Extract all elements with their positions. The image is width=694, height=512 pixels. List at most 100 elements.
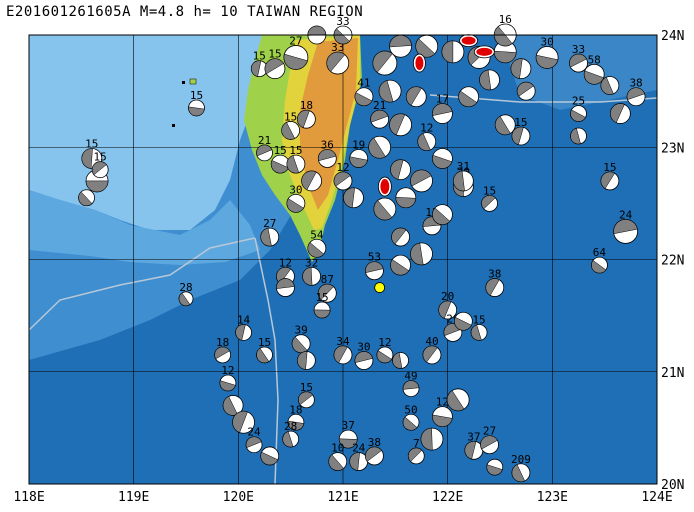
focal-mechanism: [494, 114, 516, 136]
event-depth-label: 37: [467, 430, 480, 443]
focal-mechanism-quadrant: [390, 259, 410, 276]
focal-mechanism-quadrant: [570, 127, 581, 145]
event-depth-label: 18: [300, 99, 313, 112]
event-depth-label: 14: [237, 313, 251, 326]
focal-mechanism: 27: [260, 217, 280, 247]
focal-mechanism-quadrant: [410, 169, 432, 187]
focal-mechanism: 39: [291, 324, 311, 354]
focal-mechanism-quadrant: [600, 171, 616, 189]
focal-mechanism: 41: [354, 77, 374, 107]
focal-mechanism-quadrant: [613, 219, 638, 235]
focal-mechanism-quadrant: [188, 106, 205, 117]
event-depth-label: 30: [289, 183, 302, 196]
event-depth-label: 24: [247, 426, 261, 439]
focal-mechanism: [373, 197, 397, 221]
event-depth-label: 40: [425, 335, 438, 348]
focal-mechanism-quadrant: [410, 242, 424, 266]
lon-tick-label: 122E: [432, 490, 463, 505]
focal-mechanism: [405, 86, 427, 108]
focal-mechanism: [609, 103, 631, 124]
focal-mechanism-quadrant: [391, 227, 407, 245]
focal-mechanism: 15: [511, 116, 531, 146]
focal-mechanism-quadrant: [406, 86, 422, 106]
lon-tick-label: 119E: [118, 490, 149, 505]
focal-mechanism-quadrant: [378, 80, 394, 103]
focal-mechanism-quadrant: [626, 87, 645, 100]
focal-mechanism-quadrant: [432, 207, 451, 225]
focal-mechanism-quadrant: [446, 390, 465, 412]
focal-mechanism: 38: [485, 268, 505, 297]
focal-mechanism: 38: [364, 436, 384, 466]
focal-mechanism-quadrant: [178, 292, 191, 307]
focal-mechanism-quadrant: [535, 54, 559, 69]
map-frame: [28, 34, 658, 485]
focal-mechanism: 25: [570, 95, 587, 122]
focal-mechanism-quadrant: [318, 283, 334, 301]
shelf-strait: [29, 190, 260, 265]
focal-mechanism-quadrant: [591, 260, 607, 274]
focal-mechanism-quadrant: [326, 51, 346, 72]
focal-mechanism: [415, 34, 439, 58]
current-event-marker: [374, 282, 386, 293]
focal-mechanism: 12: [333, 161, 353, 191]
event-depth-label: 19: [352, 138, 365, 151]
focal-mechanism-quadrant: [260, 451, 279, 466]
focal-mechanism: 32: [302, 256, 322, 286]
focal-mechanism: [410, 242, 433, 266]
focal-mechanism-quadrant: [349, 452, 360, 471]
focal-mechanism: [600, 76, 620, 95]
event-depth-label: 38: [629, 77, 642, 90]
focal-mechanism-quadrant: [81, 148, 93, 169]
focal-mechanism: 15: [270, 144, 290, 174]
focal-mechanism-quadrant: [481, 195, 496, 210]
focal-mechanism: 18: [214, 336, 232, 364]
event-depth-label: 27: [263, 217, 276, 230]
boundary-line-west: [29, 237, 256, 331]
focal-mechanism: [389, 113, 412, 137]
focal-mechanism-quadrant: [458, 90, 478, 107]
focal-mechanism-quadrant: [570, 109, 586, 122]
focal-mechanism: 50: [402, 403, 420, 431]
focal-mechanism-quadrant: [235, 324, 246, 341]
focal-mechanism-quadrant: [313, 309, 331, 319]
focal-mechanism-quadrant: [232, 411, 248, 433]
penghu-island-3: [172, 124, 175, 127]
event-depth-label: 15: [315, 291, 328, 304]
focal-mechanism: [392, 352, 409, 369]
event-depth-label: 64: [593, 246, 607, 259]
lon-tick-label: 121E: [327, 490, 358, 505]
focal-mechanism-quadrant: [479, 69, 492, 91]
focal-mechanism: 28: [178, 281, 194, 307]
lon-tick-label: 118E: [13, 490, 44, 505]
focal-mechanism-quadrant: [395, 196, 417, 208]
event-depth-label: 28: [284, 420, 297, 433]
focal-mechanism: [390, 254, 411, 276]
focal-mechanism: 37: [338, 419, 358, 449]
event-depth-label: 209: [511, 453, 531, 466]
event-depth-label: 15: [514, 116, 527, 129]
focal-mechanism-quadrant: [420, 427, 433, 451]
focal-mechanism-quadrant: [422, 345, 438, 363]
event-depth-label: 15: [289, 144, 302, 157]
focal-mechanism: 12: [432, 396, 453, 428]
focal-mechanism-quadrant: [486, 464, 503, 476]
focal-mechanism: 15: [250, 50, 268, 78]
event-depth-label: 34: [336, 335, 350, 348]
event-depth-label: 36: [321, 138, 334, 151]
focal-mechanism: 14: [235, 313, 252, 341]
event-depth-label: 49: [404, 370, 417, 383]
event-depth-label: 12: [279, 256, 292, 269]
event-depth-label: 12: [336, 161, 349, 174]
event-depth-label: 30: [357, 341, 370, 354]
focal-mechanism: 49: [402, 370, 420, 397]
focal-mechanism-quadrant: [373, 200, 393, 221]
focal-mechanism-quadrant: [494, 50, 517, 64]
focal-mechanism: 15: [281, 110, 301, 140]
focal-mechanism-quadrant: [610, 103, 625, 124]
focal-mechanism-quadrant: [365, 446, 382, 462]
focal-mechanism: 40: [422, 335, 442, 365]
focal-mechanism: 7: [407, 437, 425, 465]
focal-mechanism: 15: [481, 184, 498, 212]
focal-mechanism: [453, 311, 473, 331]
